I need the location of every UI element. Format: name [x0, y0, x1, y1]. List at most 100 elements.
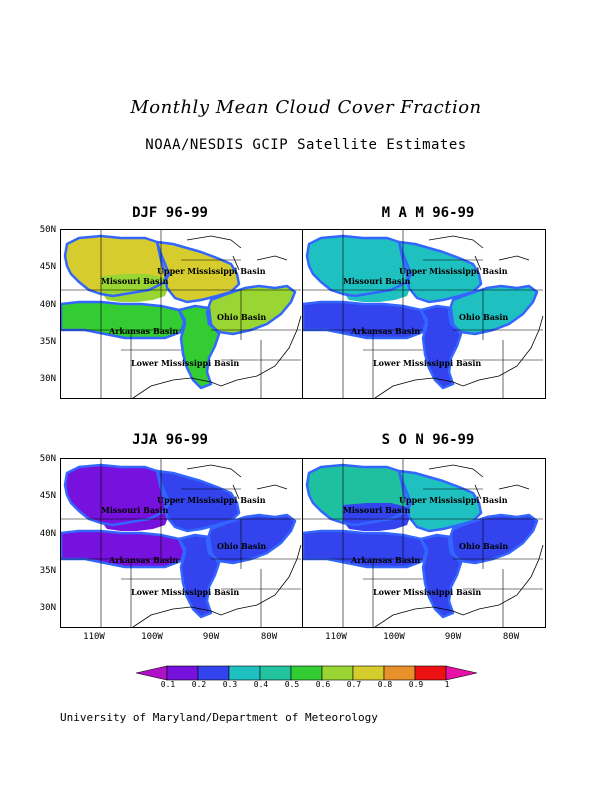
- colorbar-swatch: [228, 665, 261, 681]
- colorbar-label: 0.6: [315, 680, 331, 689]
- basin-region-arkansas: [303, 302, 427, 338]
- basin-outline-arkansas: [61, 300, 187, 340]
- basin-region-ohio: [207, 286, 295, 334]
- basin-outline-lower: [177, 533, 221, 619]
- lat-label: 35N: [39, 566, 56, 576]
- basin-label-missouri: Missouri Basin: [101, 276, 169, 286]
- basin-outline-arkansas: [61, 529, 187, 569]
- lon-label: 80W: [502, 632, 520, 642]
- footer-credit: University of Maryland/Department of Met…: [60, 711, 378, 724]
- colorbar-swatch: [259, 665, 292, 681]
- lat-label: 30N: [39, 603, 56, 613]
- basin-outline-missouri: [305, 463, 413, 527]
- colorbar-label: 0.1: [160, 680, 176, 689]
- basin-label-ohio: Ohio Basin: [459, 541, 508, 551]
- colorbar-swatch: [383, 665, 416, 681]
- colorbar-swatch: [414, 665, 447, 681]
- basin-region-ohio: [449, 286, 537, 334]
- colorbar-swatch: [445, 665, 478, 681]
- panel-title-jja: JJA 96-99: [132, 432, 208, 448]
- basin-label-ohio: Ohio Basin: [459, 312, 508, 322]
- colorbar-label: 0.9: [408, 680, 424, 689]
- basin-label-arkansas: Arkansas Basin: [108, 555, 178, 565]
- great-lakes: [428, 464, 530, 500]
- lat-label: 35N: [39, 337, 56, 347]
- coastline: [374, 544, 544, 627]
- basin-label-upper: Upper Mississippi Basin: [399, 266, 508, 276]
- lat-label: 45N: [39, 262, 56, 272]
- basin-region-lower: [179, 535, 219, 617]
- basin-outline-lower: [177, 304, 221, 390]
- basin-label-lower: Lower Mississippi Basin: [131, 587, 239, 597]
- basin-label-arkansas: Arkansas Basin: [350, 555, 420, 565]
- lat-label: 40N: [39, 300, 56, 310]
- coastline: [374, 315, 544, 398]
- lon-label: 100W: [141, 632, 163, 642]
- colorbar-label: 0.8: [377, 680, 393, 689]
- colorbar-swatch: [166, 665, 199, 681]
- basin-label-ohio: Ohio Basin: [217, 541, 266, 551]
- basin-label-lower: Lower Mississippi Basin: [373, 587, 481, 597]
- colorbar-label: 0.4: [253, 680, 269, 689]
- map-panel-jja: Upper Mississippi Basin Missouri Basin Ohi…: [60, 458, 304, 628]
- basin-label-arkansas: Arkansas Basin: [350, 326, 420, 336]
- basin-label-missouri: Missouri Basin: [343, 276, 411, 286]
- basin-region-lower: [421, 535, 461, 617]
- basin-label-lower: Lower Mississippi Basin: [373, 358, 481, 368]
- colorbar-label: 0.5: [284, 680, 300, 689]
- map-panel-mam: Upper Mississippi Basin Missouri Basin Ohi…: [302, 229, 546, 399]
- colorbar-swatch: [352, 665, 385, 681]
- coastline: [132, 315, 302, 398]
- colorbar-swatch: [197, 665, 230, 681]
- lat-label: 50N: [39, 225, 56, 235]
- basin-region-ohio: [449, 515, 537, 563]
- page-subtitle: NOAA/NESDIS GCIP Satellite Estimates: [145, 137, 467, 153]
- basin-outline-lower: [419, 304, 463, 390]
- lat-label: 45N: [39, 491, 56, 501]
- basin-label-lower: Lower Mississippi Basin: [131, 358, 239, 368]
- basin-outline-arkansas: [303, 300, 429, 340]
- basin-label-missouri: Missouri Basin: [343, 505, 411, 515]
- lat-label: 50N: [39, 454, 56, 464]
- basin-outline-arkansas: [303, 529, 429, 569]
- basin-outline-lower: [419, 533, 463, 619]
- basin-label-upper: Upper Mississippi Basin: [157, 495, 266, 505]
- basin-label-upper: Upper Mississippi Basin: [157, 266, 266, 276]
- colorbar-label: 0.7: [346, 680, 362, 689]
- lon-label: 100W: [383, 632, 405, 642]
- panel-title-mam: M A M 96-99: [381, 205, 475, 221]
- basin-region-upper: [157, 242, 239, 302]
- colorbar-label: 1: [444, 680, 450, 689]
- lon-label: 90W: [202, 632, 220, 642]
- basin-region-arkansas: [61, 531, 185, 567]
- basin-label-ohio: Ohio Basin: [217, 312, 266, 322]
- basin-label-upper: Upper Mississippi Basin: [399, 495, 508, 505]
- panel-title-son: S O N 96-99: [381, 432, 475, 448]
- great-lakes: [428, 235, 530, 271]
- basin-region-upper: [399, 242, 481, 302]
- basin-region-upper: [157, 471, 239, 531]
- lat-label: 40N: [39, 529, 56, 539]
- panel-title-djf: DJF 96-99: [132, 205, 208, 221]
- lon-label: 110W: [83, 632, 105, 642]
- lon-label: 110W: [325, 632, 347, 642]
- great-lakes: [186, 464, 288, 500]
- map-panel-djf: Upper Mississippi Basin Missouri Basin Ohi…: [60, 229, 304, 399]
- lat-label: 30N: [39, 374, 56, 384]
- basin-region-arkansas: [303, 531, 427, 567]
- coastline: [132, 544, 302, 627]
- great-lakes: [186, 235, 288, 271]
- colorbar-label: 0.3: [222, 680, 238, 689]
- colorbar-swatch: [321, 665, 354, 681]
- basin-outline-missouri: [63, 234, 171, 298]
- lon-label: 90W: [444, 632, 462, 642]
- page-title: Monthly Mean Cloud Cover Fraction: [130, 97, 482, 118]
- map-panel-son: Upper Mississippi Basin Missouri Basin Ohi…: [302, 458, 546, 628]
- basin-region-lower: [421, 306, 461, 388]
- colorbar-label: 0.2: [191, 680, 207, 689]
- lon-label: 80W: [260, 632, 278, 642]
